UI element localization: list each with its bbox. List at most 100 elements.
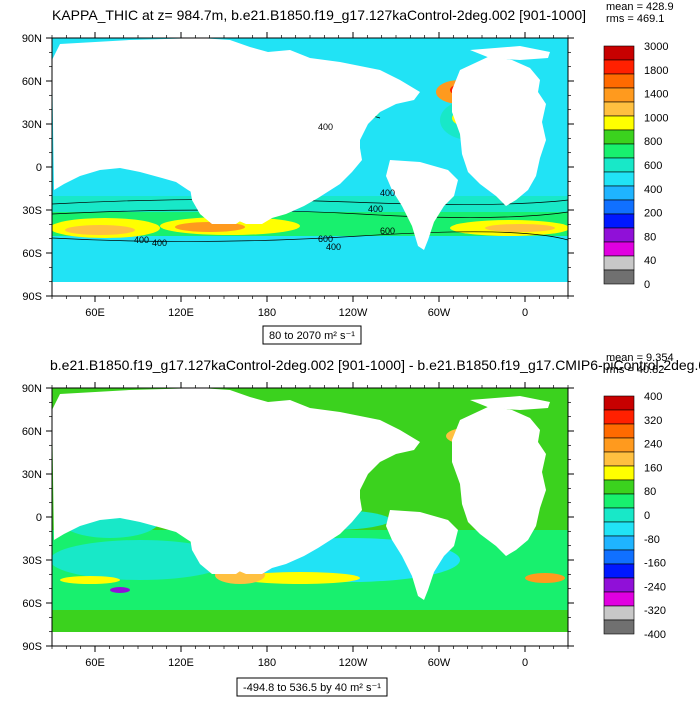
colorbar-swatch [603, 423, 635, 439]
x-tick-label: 120W [339, 657, 368, 669]
colorbar-swatch [603, 241, 635, 257]
panel-1-stat-mean: mean = 428.9 [606, 1, 674, 13]
colorbar-swatch [603, 171, 635, 187]
panel-2-axes: 60E 120E 180 120W 60W 0 90N 60N 30N 0 30S 60S 90S [22, 382, 574, 669]
colorbar-swatch [603, 479, 635, 495]
panel-2-colorbar: 400 320 240 160 80 0 -80 -160 -240 -320 -400 [603, 391, 666, 641]
colorbar-swatch [603, 591, 635, 607]
y-tick-label: 60S [22, 598, 42, 610]
panel-2-stat-rms: rms = 40.82 [606, 364, 664, 376]
colorbar-label: 80 [644, 231, 656, 243]
panel-1-contour-labels: 400 400 400 600 600 400 400 400 [134, 122, 395, 252]
y-tick-label: 30N [22, 119, 42, 131]
colorbar-swatch [603, 437, 635, 453]
colorbar-label: 1000 [644, 112, 668, 124]
colorbar-label: -160 [644, 558, 666, 570]
colorbar-swatch [603, 115, 635, 131]
colorbar-label: 40 [644, 255, 656, 267]
y-tick-label: 60N [22, 76, 42, 88]
x-tick-label: 120E [168, 307, 194, 319]
contour-label: 600 [380, 226, 395, 236]
acc-hotspot-east-core [485, 224, 555, 232]
acc-positive-east [525, 573, 565, 583]
contour-line [52, 209, 568, 218]
x-tick-label: 120W [339, 307, 368, 319]
colorbar-label: 1400 [644, 89, 668, 101]
x-tick-label: 60W [428, 307, 451, 319]
colorbar-swatch [603, 409, 635, 425]
panel-2-map [52, 388, 568, 646]
colorbar-swatch [603, 493, 635, 509]
panel-1-range-label: 80 to 2070 m² s⁻¹ [269, 330, 355, 342]
panel-2-range-label: -494.8 to 536.5 by 40 m² s⁻¹ [243, 682, 381, 694]
colorbar-swatch [603, 451, 635, 467]
colorbar-swatch [603, 213, 635, 229]
panel-1-title: KAPPA_THIC at z= 984.7m, b.e21.B1850.f19… [52, 7, 586, 23]
y-tick-label: 0 [36, 512, 42, 524]
pacific-negative-spot [110, 587, 130, 593]
y-tick-label: 30S [22, 205, 42, 217]
panel-2-range-box [236, 677, 388, 697]
y-tick-label: 90N [22, 383, 42, 395]
colorbar-swatch [603, 157, 635, 173]
colorbar-swatch [603, 507, 635, 523]
colorbar-swatch [603, 269, 635, 285]
contour-label: 400 [152, 238, 167, 248]
colorbar-swatch [603, 255, 635, 271]
colorbar-label: 160 [644, 462, 662, 474]
colorbar-label: -320 [644, 605, 666, 617]
colorbar-label: 1800 [644, 65, 668, 77]
colorbar-swatch [603, 59, 635, 75]
colorbar-label: -240 [644, 581, 666, 593]
colorbar-label: -400 [644, 629, 666, 641]
colorbar-label: 0 [644, 279, 650, 291]
acc-hotspot-west-core [65, 225, 135, 235]
y-tick-label: 90S [22, 291, 42, 303]
colorbar-swatch [603, 465, 635, 481]
panel-2-stat-mean: mean = 9.354 [606, 352, 674, 364]
panel-2-title: b.e21.B1850.f19_g17.127kaControl-2deg.00… [50, 357, 700, 373]
x-tick-label: 60W [428, 657, 451, 669]
x-tick-label: 60E [85, 307, 105, 319]
x-tick-label: 60E [85, 657, 105, 669]
contour-label: 600 [318, 234, 333, 244]
colorbar-label: 80 [644, 486, 656, 498]
colorbar-swatch [603, 619, 635, 635]
contour-label: 400 [368, 204, 383, 214]
contour-label: 400 [326, 242, 341, 252]
y-tick-label: 30S [22, 555, 42, 567]
panel-1: KAPPA_THIC at z= 984.7m, b.e21.B1850.f19… [22, 1, 674, 345]
contour-label: 400 [318, 122, 333, 132]
y-tick-label: 60N [22, 426, 42, 438]
panel-1-range-box [262, 325, 362, 345]
x-tick-label: 180 [258, 307, 276, 319]
colorbar-swatch [603, 45, 635, 61]
colorbar-label: 3000 [644, 41, 668, 53]
y-tick-label: 0 [36, 162, 42, 174]
acc-hotspot-central-core [175, 222, 245, 232]
colorbar-swatch [603, 199, 635, 215]
contour-label: 400 [380, 188, 395, 198]
colorbar-swatch [603, 185, 635, 201]
colorbar-label: 0 [644, 510, 650, 522]
panel-1-map [52, 38, 568, 296]
contour-line [52, 231, 568, 242]
x-tick-label: 0 [522, 307, 528, 319]
colorbar-swatch [603, 521, 635, 537]
colorbar-label: 400 [644, 391, 662, 403]
colorbar-swatch [603, 563, 635, 579]
y-tick-label: 60S [22, 248, 42, 260]
x-tick-label: 0 [522, 657, 528, 669]
contour-label: 400 [134, 235, 149, 245]
y-tick-label: 90S [22, 641, 42, 653]
colorbar-label: 200 [644, 208, 662, 220]
colorbar-swatch [603, 101, 635, 117]
colorbar-label: 320 [644, 415, 662, 427]
acc-positive [240, 572, 360, 584]
indian-positive [60, 576, 120, 584]
panel-1-axes: 60E 120E 180 120W 60W 0 90N 60N 30N 0 30S 60S 90S [22, 32, 574, 319]
contour-line [52, 199, 568, 205]
colorbar-swatch [603, 73, 635, 89]
y-tick-label: 90N [22, 33, 42, 45]
